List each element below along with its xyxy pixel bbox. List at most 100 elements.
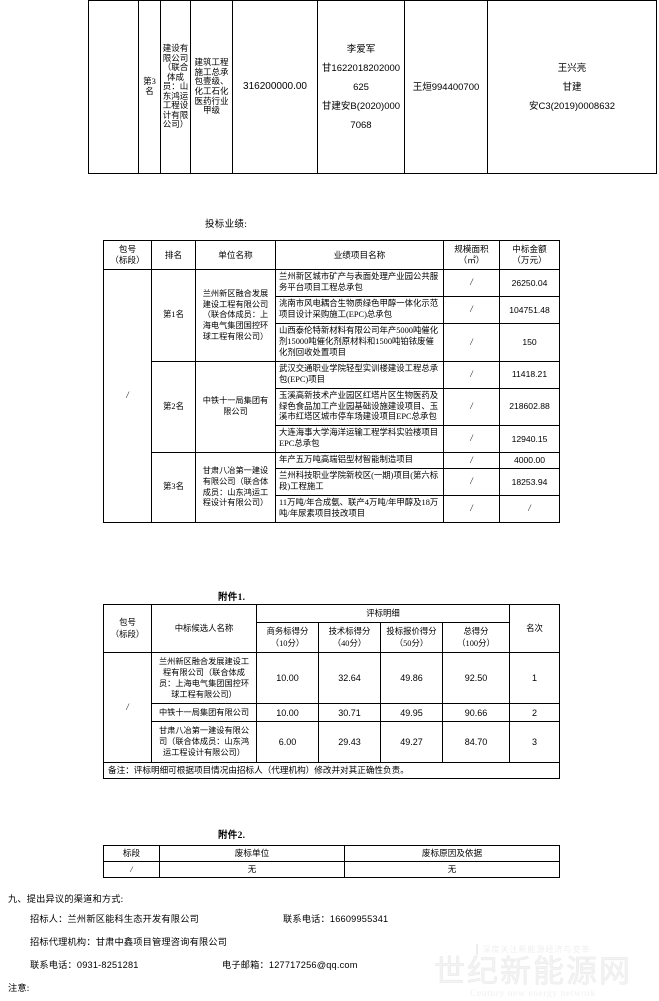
cell-technical-score: 30.71 [318, 703, 381, 723]
table-row: 11万吨/年合成氨、联产4万吨/年甲醇及18万吨/年尿素项目技改项目 / / [104, 495, 560, 523]
header-price-main: 投标报价得分 [386, 627, 437, 637]
footer-tenderee: 招标人：兰州新区能科生态开发有限公司 [30, 914, 199, 924]
watermark: 深度关注新能源经济与变革 世纪新能源网 Century new energy n… [413, 944, 653, 999]
performance-caption: 投标业绩: [205, 220, 248, 230]
footer-section-title: 九、提出异议的渠道和方式: [8, 894, 124, 904]
cell-reject-unit: 无 [159, 861, 345, 878]
cell-technical-score: 32.64 [318, 652, 381, 705]
cell-note: 备注：评标明细可根据项目情况由招标人（代理机构）修改并对其正确性负责。 [103, 761, 560, 780]
cell-project: 兰州新区城市矿产与表面处理产业园公共服务平台项目工程总承包 [275, 269, 444, 298]
cell-area: / [443, 323, 500, 362]
appendix1-note-row: 备注：评标明细可根据项目情况由招标人（代理机构）修改并对其正确性负责。 [103, 761, 560, 780]
so-name: 王兴亮 [557, 62, 587, 74]
table-row: / 兰州新区融合发展建设工程有限公司（联合体成员：上海电气集团国控环球工程有限公… [103, 652, 560, 763]
header-rank: 排名 [151, 239, 196, 271]
table-row: 第2名 中铁十一局集团有限公司 武汉交通职业学院轻型实训楼建设工程总承包(EPC… [104, 360, 560, 454]
cell-tech-lead: 王烜994400700 [404, 0, 488, 174]
cell-project: 11万吨/年合成氨、联产4万吨/年甲醇及18万吨/年尿素项目技改项目 [275, 495, 444, 523]
appendix1-table-wrapper: 包号 （标段） 中标候选人名称 评标明细 名次 商务标得分 （10分） 技术标得… [103, 603, 560, 780]
cell-amount: / [499, 495, 560, 523]
header-amount-sub: （万元） [512, 255, 547, 266]
cell-price-score: 49.95 [380, 703, 443, 723]
cell-amount: 218602.88 [499, 387, 560, 427]
cell-technical-score: 29.43 [318, 721, 381, 763]
header-project: 业绩项目名称 [275, 239, 444, 271]
header-package-main: 包号 [118, 244, 137, 254]
cell-unit-1: 兰州新区融合发展建设工程有限公司（联合体成员：上海电气集团国控环球工程有限公司） [195, 269, 276, 362]
header-amount-main: 中标金额 [512, 244, 547, 254]
cell-package-value: / [103, 269, 152, 523]
watermark-subtitle: Century new energy network [470, 989, 596, 999]
cell-rank: 1 [509, 652, 560, 705]
header-reject-unit: 废标单位 [159, 845, 345, 862]
cell-area: / [443, 495, 500, 523]
header-total-sub: （100分） [457, 638, 495, 648]
footer-agency: 招标代理机构：甘肃中鑫项目管理咨询有限公司 [30, 937, 228, 947]
cell-area: / [443, 269, 500, 298]
cell-amount: 4000.00 [499, 452, 560, 470]
header-amount: 中标金额 （万元） [499, 239, 560, 271]
header-package-sub: （标段） [110, 629, 145, 639]
header-price-score: 投标报价得分 （50分） [380, 622, 443, 654]
table-row: 山西泰伦特新材料有限公司年产5000吨催化剂15000吨催化剂原材料和1500吨… [104, 323, 560, 362]
header-area: 规模面积 （㎡） [443, 239, 500, 271]
watermark-tagline: 深度关注新能源经济与变革 [475, 944, 591, 956]
performance-table-wrapper: 包号 （标段） 排名 单位名称 业绩项目名称 规模面积 （㎡） 中标金额 （万元… [103, 239, 560, 523]
pm-cert: 甘1622018202000625 [321, 62, 401, 93]
cell-candidate: 中铁十一局集团有限公司 [151, 703, 257, 723]
table-row: 洮南市风电耦合生物质绿色甲醇一体化示范项目设计采购施工(EPC)总承包 / 10… [104, 296, 560, 325]
table-row: / 第1名 兰州新区融合发展建设工程有限公司（联合体成员：上海电气集团国控环球工… [103, 269, 560, 523]
watermark-title: 世纪新能源网 [434, 954, 632, 990]
cell-candidate: 甘肃八冶第一建设有限公司（联合体成员：山东鸿运工程设计有限公司） [151, 721, 257, 763]
appendix2-table: 标段 废标单位 废标原因及依据 / 无 无 [103, 845, 560, 878]
header-area-main: 规模面积 [454, 244, 489, 254]
cell-area: / [443, 387, 500, 427]
cell-project: 玉溪高新技术产业园区红塔片区生物医药及绿色食品加工产业园基础设施建设项目、玉溪市… [275, 387, 444, 427]
cell-rank: 2 [509, 703, 560, 723]
cell-rank-3: 第3名 [151, 452, 196, 523]
cell-rank-2: 第2名 [151, 360, 196, 454]
cell-area: / [443, 425, 500, 454]
header-technical-score: 技术标得分 （40分） [318, 622, 381, 654]
so-cert: 甘建 [562, 81, 582, 93]
table-row: 第3名 建设有限公司（联合体成员：山东鸿运工程设计有限公司） 建筑工程施工总承包… [88, 0, 657, 174]
pm-cert2: 甘建安B(2020)0007068 [321, 100, 401, 131]
cell-area: / [443, 360, 500, 389]
cell-bid-amount: 316200000.00 [232, 0, 318, 174]
header-section: 标段 [103, 845, 160, 862]
header-business-score: 商务标得分 （10分） [256, 622, 319, 654]
header-rank: 名次 [509, 603, 560, 654]
appendix1-table: 包号 （标段） 中标候选人名称 评标明细 名次 商务标得分 （10分） 技术标得… [103, 603, 560, 780]
table-row: 中铁十一局集团有限公司 10.00 30.71 49.95 90.66 2 [104, 703, 560, 723]
header-technical-main: 技术标得分 [328, 627, 371, 637]
cell-unit-3: 甘肃八冶第一建设有限公司（联合体成员：山东鸿运工程设计有限公司） [195, 452, 276, 523]
header-area-sub: （㎡） [458, 255, 485, 266]
header-reject-reason: 废标原因及依据 [344, 845, 560, 862]
footer-agency-phone: 联系电话：0931-8251281 [30, 960, 139, 970]
performance-header-row: 包号 （标段） 排名 单位名称 业绩项目名称 规模面积 （㎡） 中标金额 （万元… [103, 239, 560, 271]
cell-project: 山西泰伦特新材料有限公司年产5000吨催化剂15000吨催化剂原材料和1500吨… [275, 323, 444, 362]
cell-amount: 26250.04 [499, 269, 560, 298]
header-detail-group: 评标明细 [256, 603, 510, 624]
cell-project: 大连海事大学海洋运输工程学科实验楼项目EPC总承包 [275, 425, 444, 454]
cell-unit-2: 中铁十一局集团有限公司 [195, 360, 276, 454]
cell-project-manager: 李爱军 甘1622018202000625 甘建安B(2020)0007068 [317, 0, 405, 174]
performance-table: 包号 （标段） 排名 单位名称 业绩项目名称 规模面积 （㎡） 中标金额 （万元… [103, 239, 560, 523]
cell-amount: 18253.94 [499, 468, 560, 497]
header-technical-sub: （40分） [332, 638, 367, 648]
header-price-sub: （50分） [394, 638, 429, 648]
cell-amount: 11418.21 [499, 360, 560, 389]
pm-name: 李爱军 [346, 43, 376, 55]
cell-rank-1: 第1名 [151, 269, 196, 362]
cell-blank-left [88, 0, 139, 174]
cell-rank: 第3名 [138, 0, 161, 174]
header-candidate: 中标候选人名称 [151, 603, 257, 654]
appendix2-caption: 附件2. [218, 831, 246, 841]
cell-price-score: 49.27 [380, 721, 443, 763]
footer-agency-email: 电子邮箱：127717256@qq.com [222, 960, 358, 970]
cell-project: 武汉交通职业学院轻型实训楼建设工程总承包(EPC)项目 [275, 360, 444, 389]
appendix2-table-wrapper: 标段 废标单位 废标原因及依据 / 无 无 [103, 845, 560, 878]
cell-project: 年产五万吨高端铝型材智能制造项目 [275, 452, 444, 470]
header-package: 包号 （标段） [103, 239, 152, 271]
appendix1-caption: 附件1. [218, 593, 246, 603]
